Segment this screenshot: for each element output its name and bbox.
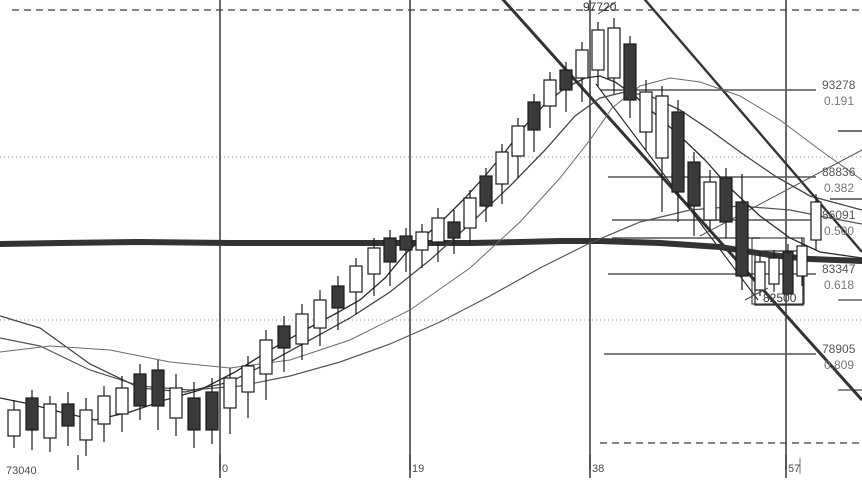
candle [79, 398, 93, 456]
fib-price-0809: 78905 [822, 342, 856, 356]
candle [735, 174, 749, 290]
downtrend-primary [501, 0, 862, 402]
swing-low-label: 82500 [763, 291, 797, 305]
candle [277, 316, 291, 372]
candle [383, 230, 397, 286]
scale-low-label: 73040 [6, 465, 37, 477]
candle [782, 244, 794, 296]
candle [655, 86, 669, 212]
candle [241, 356, 255, 418]
fib-price-0382: 88836 [822, 165, 856, 179]
candle [415, 224, 429, 268]
ma-upper-envelope [0, 77, 862, 369]
candlestick-series[interactable] [7, 18, 822, 456]
candle [639, 80, 653, 150]
fib-ratio-0618: 0.618 [824, 278, 855, 292]
candle [623, 36, 637, 118]
candle [607, 18, 621, 94]
fib-ratio-0382: 0.382 [824, 181, 855, 195]
downtrend-parallel [643, 0, 862, 253]
candle [495, 144, 509, 204]
candle [205, 378, 219, 444]
dashed-boundary-lines [12, 9, 862, 444]
candle [447, 210, 461, 254]
xtick-57: 57 [788, 463, 801, 475]
right-axis-ticks [830, 130, 862, 391]
annotation-leader-lines [597, 1, 769, 301]
candle [810, 194, 822, 250]
candle [591, 22, 605, 86]
candle [575, 42, 589, 102]
candle [367, 238, 381, 296]
fib-price-0618: 83347 [822, 262, 856, 276]
candle [479, 168, 493, 222]
candle [754, 252, 766, 296]
candle [187, 382, 201, 448]
candle [259, 330, 273, 400]
candle [796, 238, 808, 286]
candle [703, 170, 717, 232]
candle [527, 94, 541, 152]
fib-ratio-0191: 0.191 [824, 94, 855, 108]
fib-price-0191: 93278 [822, 78, 856, 92]
candle [719, 168, 733, 238]
candle [223, 368, 237, 434]
fib-price-0500: 86091 [822, 208, 856, 222]
candle [671, 100, 685, 222]
x-axis-ticks [77, 455, 801, 478]
candle [61, 392, 75, 446]
candle [97, 386, 111, 442]
candle [25, 390, 39, 450]
xtick-0: 0 [222, 463, 229, 475]
candle [7, 400, 21, 448]
moving-average-lines [0, 75, 862, 421]
candle [543, 72, 557, 128]
ma-long-flat [0, 238, 862, 264]
candle [511, 118, 525, 178]
candle [463, 190, 477, 244]
candle [349, 258, 363, 314]
candle [331, 276, 345, 330]
candle [169, 374, 183, 436]
fib-ratio-0809: 0.809 [824, 358, 855, 372]
xtick-19: 19 [412, 463, 425, 475]
ma-slow [0, 205, 862, 391]
candle [313, 290, 327, 346]
candle [295, 304, 309, 360]
candle [151, 360, 165, 430]
candle [399, 228, 413, 272]
candle [133, 364, 147, 420]
fib-ratio-0500: 0.500 [824, 224, 855, 238]
candle [43, 396, 57, 452]
candle [431, 208, 445, 262]
candle [559, 62, 573, 112]
trendlines[interactable] [498, 0, 862, 402]
swing-high-label: 97720 [583, 0, 617, 14]
candle [687, 152, 701, 236]
candle [768, 250, 780, 292]
xtick-38: 38 [592, 463, 605, 475]
candle [115, 376, 129, 432]
